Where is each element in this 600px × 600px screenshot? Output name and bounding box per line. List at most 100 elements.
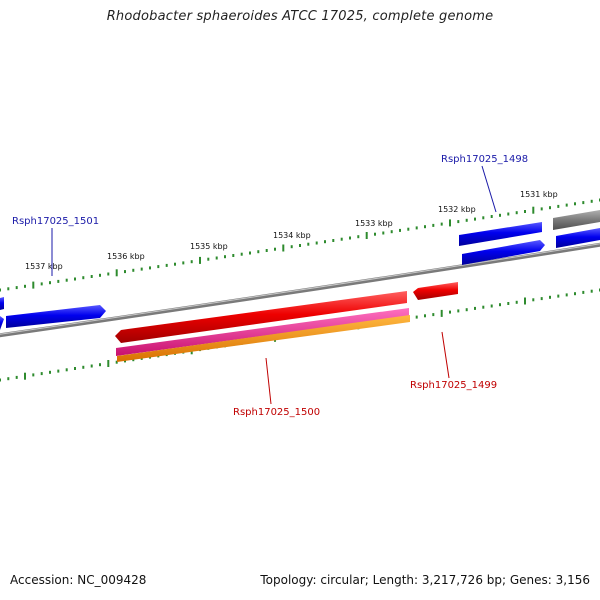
minor-tick (490, 215, 493, 218)
tick-label-1532: 1532 kbp (438, 205, 476, 214)
gene-gray-right[interactable] (553, 210, 600, 230)
minor-tick (15, 375, 18, 379)
minor-tick (7, 377, 10, 381)
minor-tick (582, 290, 585, 294)
major-tick (440, 309, 443, 317)
minor-tick (549, 295, 551, 299)
minor-tick (182, 261, 185, 265)
minor-tick (40, 282, 43, 286)
tick-label-1533: 1533 kbp (355, 219, 393, 228)
minor-tick (65, 278, 68, 282)
minor-tick (515, 211, 518, 215)
minor-tick (340, 237, 343, 241)
minor-tick (174, 262, 176, 266)
minor-tick (474, 306, 476, 310)
minor-tick (440, 222, 443, 226)
gene-blue-lower-1[interactable] (462, 240, 545, 265)
minor-tick (315, 241, 318, 245)
minor-tick (324, 240, 326, 244)
gene-label-1499[interactable]: Rsph17025_1499 (410, 380, 497, 391)
genome-summary-text: Topology: circular; Length: 3,217,726 bp… (260, 573, 590, 587)
minor-tick (582, 201, 585, 205)
tick-labels: 1531 kbp 1532 kbp 1533 kbp 1534 kbp 1535… (25, 190, 558, 271)
minor-tick (124, 270, 126, 274)
gene-rsph17025-1501[interactable] (6, 305, 106, 328)
minor-tick (565, 203, 568, 207)
minor-tick (32, 373, 35, 377)
major-tick (24, 372, 26, 380)
tick-label-1536: 1536 kbp (107, 252, 145, 261)
tick-label-1534: 1534 kbp (273, 231, 311, 240)
minor-tick (465, 218, 468, 222)
major-tick (449, 219, 451, 227)
gene-rsph17025-1498[interactable] (459, 222, 542, 246)
minor-tick (474, 217, 476, 221)
minor-tick (249, 251, 251, 255)
leader-line-1499 (441, 331, 450, 379)
major-tick (32, 281, 35, 289)
gene-rsph17025-1500[interactable] (115, 291, 407, 343)
gene-rsph17025-1499[interactable] (413, 282, 458, 300)
minor-tick (82, 365, 85, 369)
minor-tick (432, 223, 435, 227)
major-tick (532, 206, 535, 214)
feature-pink[interactable] (116, 308, 409, 356)
minor-tick (99, 273, 101, 277)
minor-tick (482, 305, 485, 309)
minor-tick (74, 277, 76, 281)
minor-tick (99, 363, 101, 367)
minor-tick (299, 244, 301, 247)
outer-tick-ring (0, 198, 600, 292)
minor-tick (7, 287, 10, 291)
minor-tick (415, 315, 418, 319)
minor-tick (49, 281, 51, 285)
minor-tick (82, 276, 85, 280)
minor-tick (0, 378, 1, 382)
minor-tick (257, 250, 260, 254)
minor-tick (274, 247, 276, 251)
minor-tick (90, 275, 93, 278)
minor-tick (457, 220, 460, 224)
tick-label-1535: 1535 kbp (190, 242, 228, 251)
gene-blue-left-edge[interactable] (0, 297, 4, 330)
minor-tick (407, 227, 410, 231)
minor-tick (15, 286, 18, 290)
minor-tick (515, 300, 518, 304)
minor-tick (65, 368, 68, 372)
minor-tick (424, 225, 426, 229)
major-tick (107, 360, 110, 367)
minor-tick (382, 231, 385, 235)
minor-tick (457, 309, 460, 313)
leader-line-1498 (481, 165, 497, 213)
gene-label-1498[interactable]: Rsph17025_1498 (441, 154, 528, 165)
minor-tick (157, 265, 160, 269)
minor-tick (540, 207, 543, 211)
minor-tick (140, 267, 143, 271)
minor-tick (549, 206, 551, 210)
gene-label-1501[interactable]: Rsph17025_1501 (12, 216, 99, 227)
minor-tick (132, 268, 135, 272)
minor-tick (432, 313, 435, 317)
minor-tick (590, 289, 593, 293)
tick-label-1537: 1537 kbp (25, 262, 63, 271)
minor-tick (490, 304, 493, 308)
major-tick (282, 244, 285, 252)
minor-tick (415, 226, 418, 230)
minor-tick (540, 297, 543, 301)
minor-tick (190, 260, 193, 264)
minor-tick (290, 245, 293, 249)
minor-tick (74, 367, 76, 370)
gene-blue-lower-2[interactable] (556, 228, 600, 248)
gene-label-1500[interactable]: Rsph17025_1500 (233, 407, 320, 418)
minor-tick (390, 230, 393, 234)
leader-line-1500 (265, 357, 272, 405)
major-tick (115, 269, 118, 277)
accession-text: Accession: NC_009428 (10, 573, 147, 587)
minor-tick (424, 314, 426, 318)
minor-tick (499, 213, 501, 217)
feature-orange[interactable] (117, 315, 410, 362)
minor-tick (507, 212, 510, 216)
minor-tick (115, 360, 118, 364)
minor-tick (565, 293, 568, 297)
